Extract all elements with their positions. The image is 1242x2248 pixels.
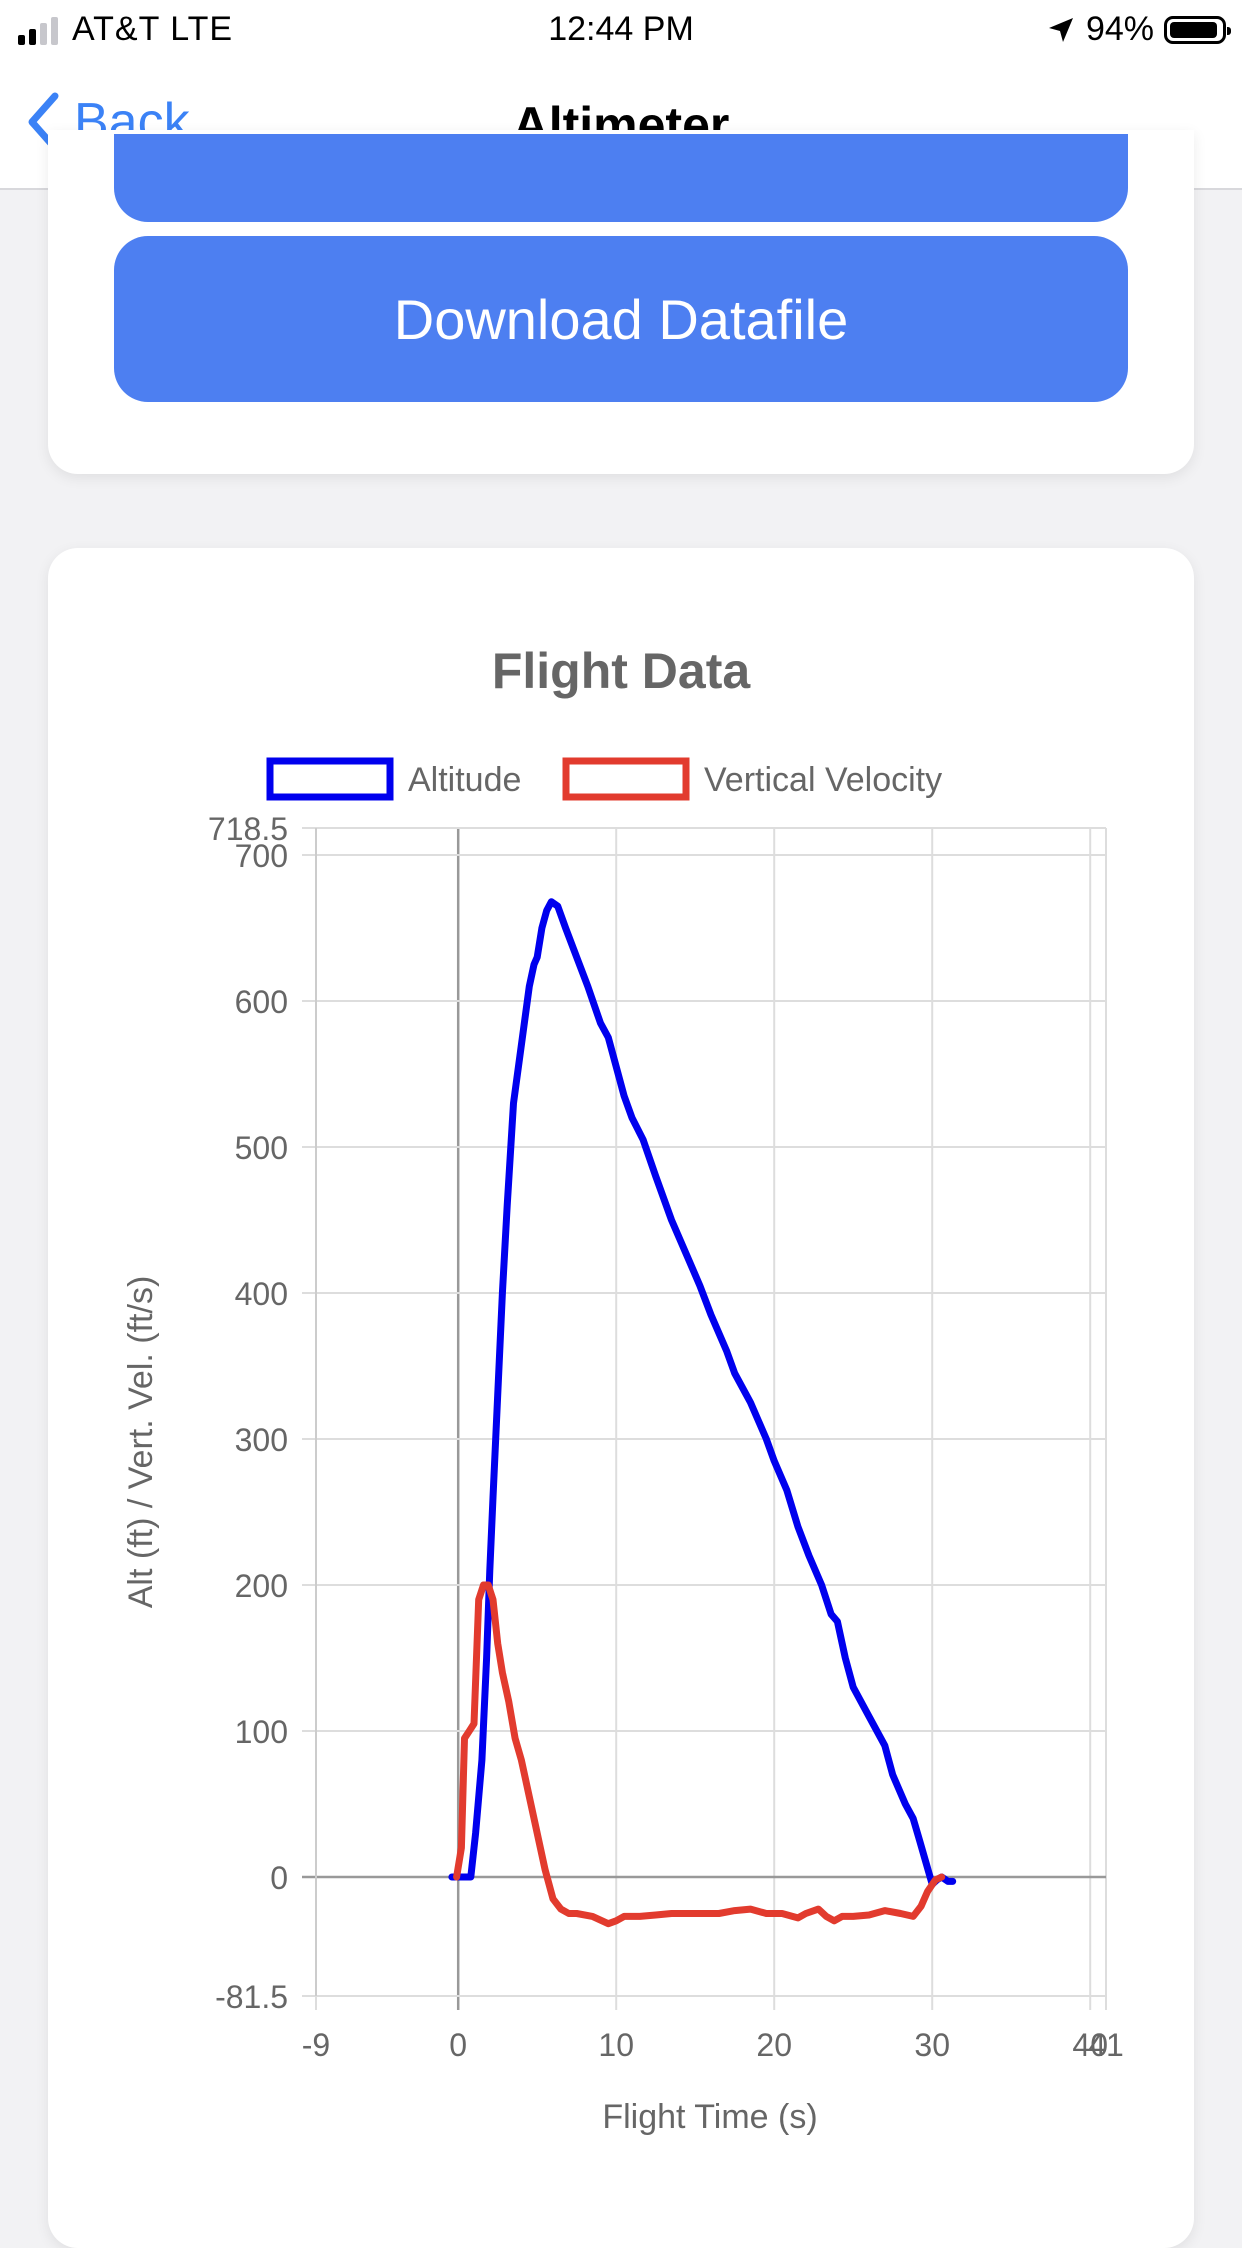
status-bar: AT&T LTE 12:44 PM 94% xyxy=(0,0,1242,58)
legend-label: Altitude xyxy=(408,761,521,799)
y-tick-label: 718.5 xyxy=(208,811,288,847)
y-tick-label: 300 xyxy=(235,1422,288,1458)
chevron-left-icon xyxy=(28,92,59,152)
signal-bar xyxy=(18,34,25,45)
actions-card: Download Datafile xyxy=(48,130,1194,474)
cellular-signal-icon xyxy=(18,15,58,45)
y-tick-label: 200 xyxy=(235,1568,288,1604)
signal-bar xyxy=(40,22,47,45)
signal-bar xyxy=(29,28,36,45)
series-line-altitude xyxy=(448,898,957,1888)
x-tick-label: 40 xyxy=(1072,2027,1108,2063)
flight-data-chart: Flight Data Altitude Vertical Velocity -81.… xyxy=(122,643,1124,2136)
legend-label: Vertical Velocity xyxy=(704,761,942,799)
chart-card: Flight Data Altitude Vertical Velocity -81.… xyxy=(48,548,1194,2248)
download-datafile-button[interactable]: Download Datafile xyxy=(114,236,1128,402)
y-tick-label: 400 xyxy=(235,1276,288,1312)
x-tick-label: 0 xyxy=(449,2027,467,2063)
x-tick-label: 30 xyxy=(914,2027,950,2063)
x-tick-label: 41 xyxy=(1088,2027,1124,2063)
status-right: 94% xyxy=(1046,10,1231,49)
x-tick-label: 20 xyxy=(756,2027,792,2063)
y-tick-label: 500 xyxy=(235,1130,288,1166)
carrier-label: AT&T LTE xyxy=(72,10,234,48)
battery-fill xyxy=(1170,21,1217,38)
status-time: 12:44 PM xyxy=(548,10,694,48)
legend-swatch xyxy=(562,757,690,801)
x-axis-label: Flight Time (s) xyxy=(602,2098,817,2136)
y-tick-label: -81.5 xyxy=(215,1979,288,2015)
y-tick-label: 100 xyxy=(235,1714,288,1750)
signal-bar xyxy=(51,16,58,45)
battery-percent: 94% xyxy=(1085,10,1154,48)
y-tick-label: 0 xyxy=(270,1860,288,1896)
x-tick-label: -9 xyxy=(302,2027,330,2063)
legend-swatch xyxy=(266,757,394,801)
series-line-vertical-velocity xyxy=(453,1581,946,1928)
chart-title: Flight Data xyxy=(492,643,752,699)
y-tick-label: 600 xyxy=(235,984,288,1020)
y-tick-label: 700 xyxy=(235,838,288,874)
y-axis-label: Alt (ft) / Vert. Vel. (ft/s) xyxy=(122,1276,160,1609)
location-arrow-icon xyxy=(1048,17,1073,42)
action-button-partial[interactable] xyxy=(114,134,1128,222)
battery-icon xyxy=(1164,15,1231,44)
x-tick-label: 10 xyxy=(598,2027,634,2063)
status-left: AT&T LTE xyxy=(18,10,233,49)
